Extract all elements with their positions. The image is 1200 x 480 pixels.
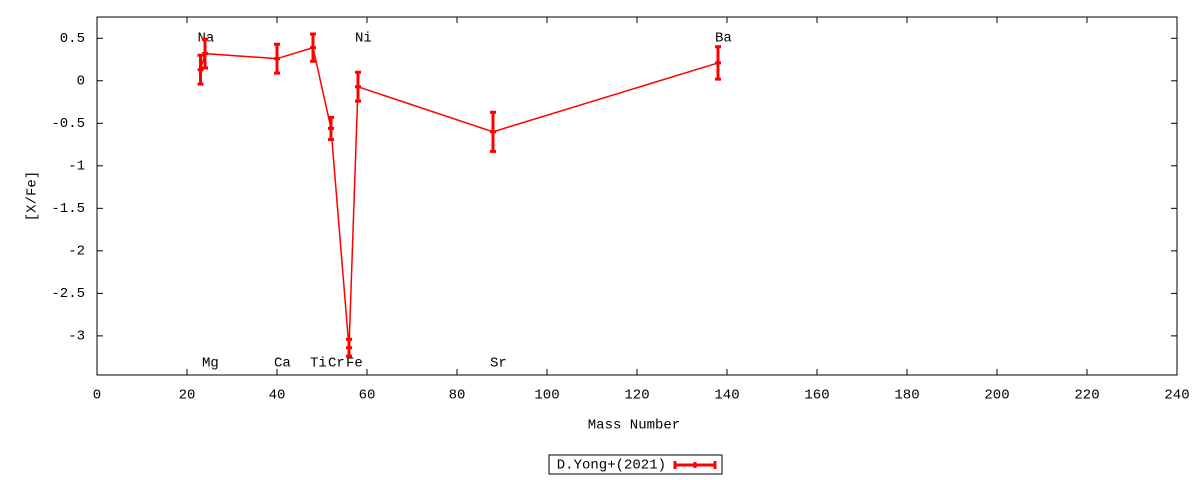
x-axis-label: Mass Number: [588, 418, 680, 434]
y-tick-label: -1.5: [51, 201, 85, 217]
x-tick-label: 100: [534, 388, 559, 404]
legend-label: D.Yong+(2021): [557, 458, 666, 474]
element-label: Ti: [310, 356, 327, 372]
error-bar: [715, 45, 721, 81]
element-label: Ni: [355, 31, 372, 47]
x-tick-label: 200: [984, 388, 1009, 404]
x-tick-label: 180: [894, 388, 919, 404]
y-axis-label: [X/Fe]: [25, 171, 41, 221]
y-tick-label: -2.5: [51, 286, 85, 302]
error-bar: [310, 32, 316, 63]
x-tick-label: 220: [1074, 388, 1099, 404]
y-tick-label: -0.5: [51, 116, 85, 132]
error-bar: [490, 110, 496, 153]
x-tick-label: 60: [359, 388, 376, 404]
y-tick-label: -3: [68, 329, 85, 345]
plot-frame: [96, 16, 1178, 376]
element-label: Cr: [328, 356, 345, 372]
error-bar: [346, 337, 352, 358]
error-bar: [202, 37, 208, 70]
element-label: Ba: [715, 31, 732, 47]
y-tick-label: -2: [68, 244, 85, 260]
x-tick-label: 0: [93, 388, 101, 404]
x-tick-label: 80: [449, 388, 466, 404]
x-tick-label: 40: [269, 388, 286, 404]
error-bar: [274, 42, 280, 75]
error-bar: [328, 115, 334, 141]
y-tick-label: 0.5: [60, 31, 85, 47]
x-tick-label: 20: [179, 388, 196, 404]
x-tick-label: 140: [714, 388, 739, 404]
y-tick-label: 0: [77, 73, 85, 89]
series-line: [199, 46, 719, 348]
legend-box: [548, 454, 723, 475]
element-label: Fe: [346, 356, 363, 372]
x-tick-label: 240: [1164, 388, 1189, 404]
error-bar: [197, 53, 204, 86]
error-bar: [355, 70, 361, 103]
y-tick-label: -1: [68, 159, 85, 175]
legend-swatch: [673, 461, 717, 469]
element-label: Sr: [490, 356, 507, 372]
element-label: Mg: [202, 356, 219, 372]
x-tick-label: 120: [624, 388, 649, 404]
element-label: Ca: [274, 356, 291, 372]
x-tick-label: 160: [804, 388, 829, 404]
